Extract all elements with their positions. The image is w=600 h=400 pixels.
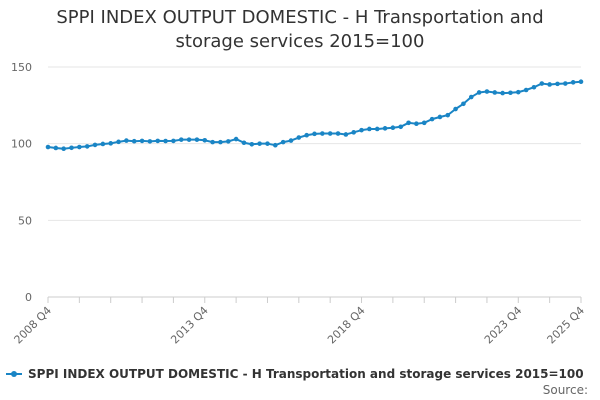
data-point — [351, 130, 356, 135]
data-point — [147, 139, 153, 144]
data-point — [320, 131, 325, 136]
data-point — [445, 112, 451, 118]
data-point — [492, 90, 498, 95]
data-point — [531, 84, 537, 90]
data-point — [578, 79, 584, 85]
data-point — [421, 120, 427, 126]
chart-title-line-1: SPPI INDEX OUTPUT DOMESTIC - H Transport… — [56, 7, 544, 28]
y-tick-label: 50 — [18, 214, 32, 227]
data-point — [210, 139, 215, 145]
data-point — [312, 131, 317, 137]
data-point — [288, 138, 294, 143]
data-point — [468, 94, 474, 100]
data-point — [570, 80, 576, 85]
data-point — [515, 89, 521, 95]
x-tick-label: 2013 Q4 — [168, 304, 211, 347]
data-point — [539, 81, 545, 86]
data-point — [508, 90, 513, 96]
data-point — [523, 87, 529, 93]
data-point — [382, 126, 388, 131]
data-point — [131, 138, 137, 144]
data-point — [61, 146, 66, 152]
legend-series-label: SPPI INDEX OUTPUT DOMESTIC - H Transport… — [28, 367, 584, 381]
y-tick-label: 150 — [11, 61, 32, 74]
x-tick-label: 2023 Q4 — [482, 304, 525, 347]
chart-title: SPPI INDEX OUTPUT DOMESTIC - H Transport… — [0, 6, 600, 54]
data-point — [77, 144, 82, 150]
data-point — [280, 139, 286, 145]
y-tick-label: 0 — [25, 291, 32, 304]
data-point — [406, 120, 411, 126]
data-point — [171, 138, 176, 144]
data-point — [327, 131, 333, 136]
data-point — [367, 126, 372, 132]
data-point — [359, 127, 364, 133]
data-point — [273, 142, 278, 148]
x-tick-label: 2025 Q4 — [545, 304, 588, 347]
data-point — [398, 124, 404, 130]
legend[interactable]: SPPI INDEX OUTPUT DOMESTIC - H Transport… — [6, 364, 584, 384]
data-point — [53, 145, 59, 151]
data-point — [265, 141, 270, 146]
data-point — [374, 126, 380, 132]
data-point — [225, 139, 231, 144]
data-point — [233, 136, 239, 142]
data-point — [257, 141, 262, 146]
data-point — [414, 121, 419, 127]
data-point — [390, 125, 396, 131]
data-point — [124, 138, 129, 143]
x-tick-label: 2018 Q4 — [325, 304, 368, 347]
x-tick-label: 2008 Q4 — [12, 304, 55, 347]
data-point — [178, 137, 184, 142]
data-point — [116, 139, 121, 145]
data-point — [92, 142, 98, 148]
data-point — [429, 116, 435, 122]
y-tick-label: 100 — [11, 138, 32, 151]
data-point — [84, 144, 90, 149]
data-point — [453, 106, 458, 112]
data-point — [437, 114, 443, 120]
data-point — [304, 132, 309, 138]
data-point — [296, 135, 302, 140]
chart-title-line-2: storage services 2015=100 — [175, 31, 425, 52]
data-point — [547, 82, 552, 87]
data-point — [461, 101, 466, 107]
data-point — [163, 138, 168, 144]
data-point — [218, 139, 223, 145]
data-point — [241, 140, 247, 146]
data-point — [249, 141, 255, 147]
data-point — [155, 138, 161, 144]
data-point — [194, 137, 200, 142]
source-label: Source: — [542, 383, 588, 397]
data-point — [484, 89, 490, 94]
data-point — [186, 137, 192, 142]
data-point — [343, 132, 349, 137]
data-point — [45, 144, 51, 150]
data-point — [335, 131, 341, 136]
data-point — [202, 137, 208, 143]
data-point — [476, 90, 482, 95]
data-point — [139, 138, 145, 144]
data-point — [500, 90, 505, 96]
data-point — [563, 81, 568, 86]
legend-series-marker — [6, 369, 22, 379]
data-point — [100, 141, 106, 147]
data-point — [108, 141, 114, 146]
data-point — [555, 81, 560, 87]
data-point — [69, 145, 74, 151]
